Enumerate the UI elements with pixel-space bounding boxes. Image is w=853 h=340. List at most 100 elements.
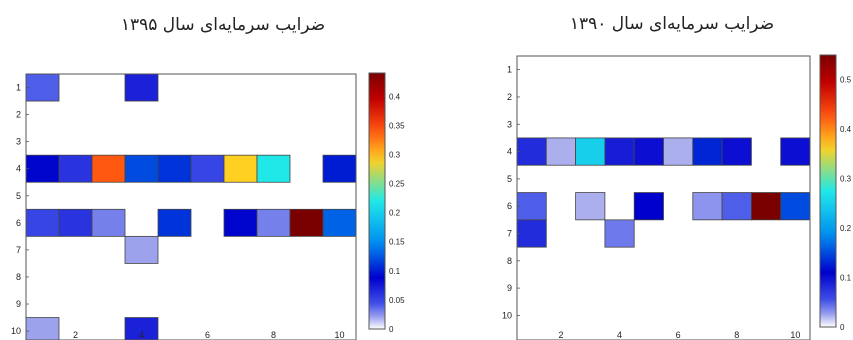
y-tick-label: 3 — [507, 119, 512, 129]
heatmap-cell — [223, 154, 258, 183]
y-tick-label: 2 — [16, 110, 21, 120]
x-tick-label: 4 — [617, 330, 622, 340]
y-tick-label: 6 — [16, 218, 21, 228]
colorbar-ticks-right: 0 0.1 0.2 0.3 0.4 0.5 — [840, 76, 852, 332]
y-tick-label: 9 — [16, 299, 21, 309]
y-tick-label: 6 — [507, 201, 512, 211]
heatmap-cell — [721, 137, 752, 166]
y-tick-label: 2 — [507, 92, 512, 102]
heatmap-cell — [58, 208, 93, 237]
colorbar-ticks-left: 0 0.05 0.1 0.15 0.2 0.25 0.3 0.35 0.4 — [389, 92, 405, 334]
heatmap-cell — [575, 137, 606, 166]
heatmap-cell — [663, 137, 694, 166]
y-tick-label: 1 — [507, 65, 512, 75]
y-ticks-right: 1 2 3 4 5 6 7 8 9 10 — [502, 65, 520, 320]
colorbar-tick-label: 0.25 — [389, 180, 405, 189]
y-tick-label: 5 — [507, 174, 512, 184]
axes-frame-right — [516, 55, 811, 340]
y-tick-label: 3 — [16, 137, 21, 147]
x-tick-label: 2 — [73, 330, 78, 340]
heatmap-cell — [322, 154, 356, 183]
x-tick-label: 10 — [790, 330, 800, 340]
heatmap-right: ضرایب سرمایه‌ای سال ۱۳۹۰ 1 2 3 4 5 6 7 8 9 10 2 4 6… — [502, 14, 852, 340]
heatmap-cell — [124, 317, 159, 340]
heatmap-cell — [91, 208, 126, 237]
heatmap-cell — [633, 192, 664, 221]
x-ticks-right: 2 4 6 8 10 — [558, 330, 800, 340]
y-tick-label: 8 — [16, 272, 21, 282]
heatmap-cell — [289, 208, 324, 237]
heatmap-cell — [545, 137, 576, 166]
heatmap-cells-right — [517, 137, 810, 248]
x-tick-label: 8 — [271, 330, 276, 340]
colorbar-tick-label: 0 — [840, 323, 845, 332]
heatmap-cell — [26, 208, 60, 237]
heatmap-cell — [575, 192, 606, 221]
x-tick-label: 6 — [205, 330, 210, 340]
heatmap-cell — [26, 154, 60, 183]
heatmap-cell — [604, 137, 635, 166]
colorbar-tick-label: 0 — [389, 325, 394, 334]
heatmap-cell — [322, 208, 356, 237]
heatmap-cells-left — [26, 74, 356, 340]
x-tick-label: 6 — [676, 330, 681, 340]
heatmap-cell — [692, 137, 723, 166]
heatmap-cell — [751, 192, 782, 221]
heatmap-cell — [517, 219, 547, 248]
heatmap-cell — [58, 154, 93, 183]
y-tick-label: 9 — [507, 283, 512, 293]
heatmap-cell — [91, 154, 126, 183]
heatmap-cell — [633, 137, 664, 166]
heatmap-cell — [26, 74, 60, 102]
chart-title-right: ضرایب سرمایه‌ای سال ۱۳۹۰ — [570, 14, 774, 34]
colorbar-tick-label: 0.05 — [389, 296, 405, 305]
y-tick-label: 4 — [507, 147, 512, 157]
heatmap-cell — [157, 154, 192, 183]
heatmap-cell — [692, 192, 723, 221]
y-tick-label: 5 — [16, 191, 21, 201]
x-ticks-left: 2 4 6 8 10 — [73, 330, 345, 340]
colorbar-tick-label: 0.2 — [840, 224, 852, 233]
y-tick-label: 7 — [507, 229, 512, 239]
y-tick-label: 10 — [502, 310, 512, 320]
x-tick-label: 8 — [734, 330, 739, 340]
heatmap-cell — [26, 317, 60, 340]
heatmap-cell — [517, 137, 547, 166]
colorbar-tick-label: 0.15 — [389, 238, 405, 247]
heatmap-cell — [124, 74, 159, 102]
colorbar-tick-label: 0.4 — [840, 125, 852, 134]
heatmap-cell — [223, 208, 258, 237]
colorbar-tick-label: 0.1 — [840, 274, 852, 283]
colorbar-tick-label: 0.3 — [840, 175, 852, 184]
colorbar-tick-label: 0.1 — [389, 267, 401, 276]
heatmap-cell — [256, 154, 291, 183]
heatmap-cell — [780, 137, 810, 166]
colorbar-tick-label: 0.5 — [840, 76, 852, 85]
heatmap-cell — [780, 192, 810, 221]
heatmap-cell — [721, 192, 752, 221]
y-tick-label: 10 — [11, 326, 21, 336]
colorbar-tick-label: 0.35 — [389, 121, 405, 130]
heatmap-cell — [604, 219, 635, 248]
colorbar-tick-label: 0.2 — [389, 209, 401, 218]
colorbar-right — [819, 54, 837, 328]
y-tick-label: 8 — [507, 256, 512, 266]
heatmap-cell — [124, 235, 159, 264]
y-ticks-left: 1 2 3 4 5 6 7 8 9 10 — [11, 83, 29, 336]
heatmap-cell — [256, 208, 291, 237]
axes-frame-left — [25, 73, 357, 340]
chart-title-left: ضرایب سرمایه‌ای سال ۱۳۹۵ — [121, 15, 325, 35]
heatmap-cell — [124, 154, 159, 183]
heatmap-cell — [517, 192, 547, 221]
heatmap-cell — [190, 154, 225, 183]
y-tick-label: 7 — [16, 245, 21, 255]
x-tick-label: 4 — [139, 330, 144, 340]
heatmap-left: ضرایب سرمایه‌ای سال ۱۳۹۵ 1 2 3 4 5 6 7 8 9 10 2 4 6… — [11, 15, 405, 340]
x-tick-label: 2 — [558, 330, 563, 340]
y-tick-label: 4 — [16, 164, 21, 174]
heatmap-cell — [157, 208, 192, 237]
x-tick-label: 10 — [334, 330, 344, 340]
colorbar-left — [368, 72, 386, 330]
y-tick-label: 1 — [16, 83, 21, 93]
